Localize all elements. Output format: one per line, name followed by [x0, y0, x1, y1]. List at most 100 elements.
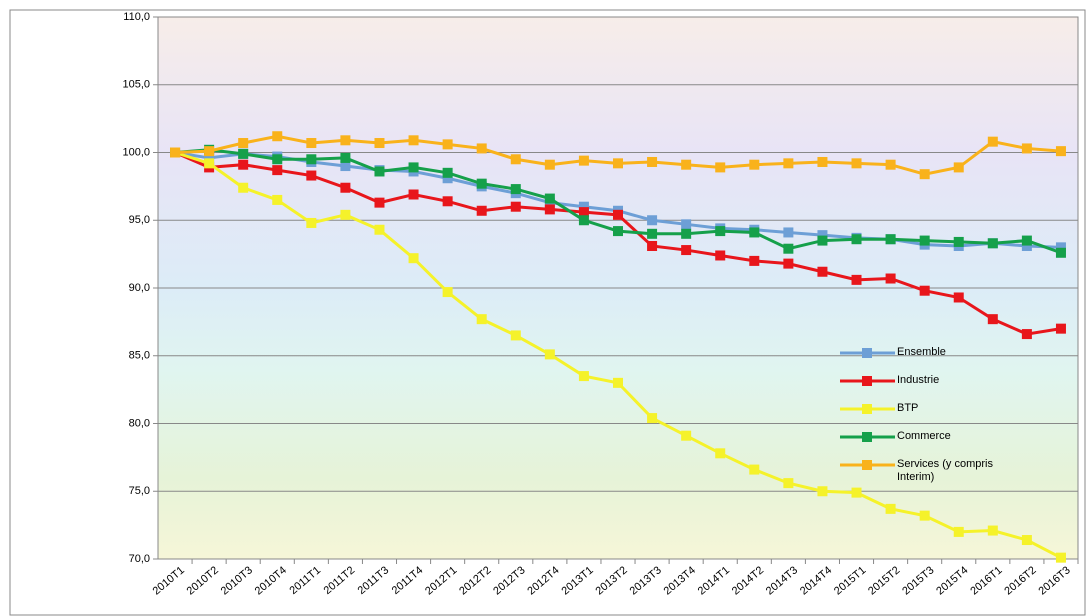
- marker: [578, 215, 589, 226]
- marker: [681, 219, 692, 230]
- marker: [306, 154, 317, 165]
- marker: [681, 228, 692, 239]
- marker: [510, 184, 521, 195]
- marker: [851, 234, 862, 245]
- legend-marker: [862, 432, 872, 442]
- x-tick-label: 2015T4: [934, 564, 970, 597]
- marker: [885, 234, 896, 245]
- marker: [987, 525, 998, 536]
- marker: [306, 170, 317, 181]
- marker: [749, 464, 760, 475]
- marker: [647, 240, 658, 251]
- marker: [783, 258, 794, 269]
- marker: [851, 158, 862, 169]
- marker: [544, 204, 555, 215]
- x-tick-label: 2016T2: [1002, 564, 1038, 597]
- marker: [510, 154, 521, 165]
- marker: [987, 314, 998, 325]
- marker: [783, 227, 794, 238]
- x-tick-label: 2011T3: [356, 564, 392, 597]
- marker: [340, 152, 351, 163]
- marker: [987, 238, 998, 249]
- x-tick-label: 2010T1: [151, 564, 187, 597]
- marker: [1021, 329, 1032, 340]
- x-tick-label: 2011T4: [390, 564, 426, 597]
- marker: [374, 138, 385, 149]
- marker: [204, 158, 215, 169]
- y-tick-label: 95,0: [129, 214, 150, 226]
- marker: [170, 147, 181, 158]
- marker: [817, 230, 828, 241]
- marker: [783, 158, 794, 169]
- marker: [749, 159, 760, 170]
- x-tick-label: 2010T3: [219, 564, 255, 597]
- marker: [885, 503, 896, 514]
- marker: [510, 330, 521, 341]
- marker: [817, 266, 828, 277]
- y-tick-label: 70,0: [129, 553, 150, 565]
- x-tick-label: 2012T4: [525, 564, 561, 597]
- x-tick-label: 2015T3: [900, 564, 936, 597]
- marker: [340, 135, 351, 146]
- marker: [1055, 247, 1066, 258]
- legend-marker: [862, 376, 872, 386]
- y-tick-label: 105,0: [122, 79, 150, 91]
- legend-label: Services (y compris Interim): [897, 458, 993, 483]
- marker: [442, 287, 453, 298]
- marker: [544, 159, 555, 170]
- marker: [987, 136, 998, 147]
- marker: [919, 169, 930, 180]
- marker: [1055, 552, 1066, 563]
- legend-label: Ensemble: [897, 346, 946, 358]
- x-tick-label: 2014T3: [764, 564, 800, 597]
- marker: [851, 487, 862, 498]
- x-tick-label: 2012T1: [423, 564, 459, 597]
- marker: [340, 161, 351, 172]
- marker: [476, 205, 487, 216]
- x-tick-label: 2010T4: [253, 564, 289, 597]
- marker: [749, 227, 760, 238]
- marker: [340, 209, 351, 220]
- marker: [476, 314, 487, 325]
- marker: [238, 182, 249, 193]
- marker: [1021, 535, 1032, 546]
- marker: [578, 155, 589, 166]
- marker: [783, 243, 794, 254]
- marker: [953, 526, 964, 537]
- marker: [238, 148, 249, 159]
- marker: [919, 285, 930, 296]
- marker: [817, 486, 828, 497]
- marker: [272, 194, 283, 205]
- marker: [578, 207, 589, 218]
- marker: [613, 158, 623, 169]
- marker: [919, 510, 930, 521]
- marker: [204, 146, 215, 157]
- marker: [238, 138, 249, 149]
- marker: [374, 224, 385, 235]
- marker: [578, 371, 589, 382]
- marker: [272, 131, 283, 142]
- x-tick-label: 2014T2: [730, 564, 766, 597]
- marker: [476, 178, 487, 189]
- legend-marker: [862, 460, 872, 470]
- marker: [851, 274, 862, 285]
- marker: [715, 448, 726, 459]
- legend-label: BTP: [897, 402, 919, 414]
- marker: [681, 245, 692, 256]
- marker: [374, 197, 385, 208]
- marker: [919, 235, 930, 246]
- marker: [715, 226, 726, 237]
- y-tick-label: 90,0: [129, 282, 150, 294]
- legend-marker: [862, 348, 872, 358]
- marker: [1021, 143, 1032, 154]
- marker: [374, 166, 385, 177]
- y-tick-label: 85,0: [129, 350, 150, 362]
- x-tick-label: 2010T2: [185, 564, 221, 597]
- y-tick-label: 80,0: [129, 417, 150, 429]
- marker: [681, 159, 692, 170]
- marker: [442, 167, 453, 178]
- marker: [647, 228, 658, 239]
- marker: [442, 196, 453, 207]
- marker: [1055, 146, 1066, 157]
